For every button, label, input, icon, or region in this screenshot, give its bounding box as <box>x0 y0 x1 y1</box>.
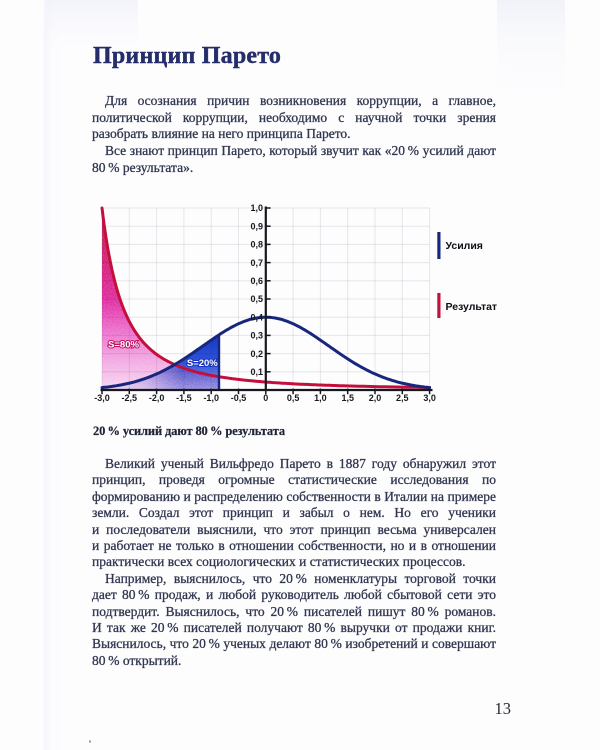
svg-text:-1,0: -1,0 <box>203 393 219 403</box>
svg-text:2,0: 2,0 <box>369 393 382 403</box>
svg-text:1,0: 1,0 <box>250 203 263 213</box>
svg-text:0,7: 0,7 <box>250 258 263 268</box>
svg-text:-1,5: -1,5 <box>176 393 192 403</box>
svg-text:1,5: 1,5 <box>341 393 354 403</box>
svg-text:3,0: 3,0 <box>423 393 436 403</box>
svg-text:0,9: 0,9 <box>250 221 263 231</box>
svg-text:0,8: 0,8 <box>250 240 263 250</box>
svg-text:0,4: 0,4 <box>250 312 263 322</box>
svg-text:Усилия: Усилия <box>446 240 483 252</box>
svg-text:S=20%: S=20% <box>187 358 218 369</box>
svg-text:S=80%: S=80% <box>108 340 139 351</box>
svg-text:-2,5: -2,5 <box>122 393 138 403</box>
svg-text:0,1: 0,1 <box>250 367 263 377</box>
svg-text:0,3: 0,3 <box>250 331 263 341</box>
svg-text:0,5: 0,5 <box>287 393 300 403</box>
svg-text:-3,0: -3,0 <box>94 393 110 403</box>
svg-text:-2,0: -2,0 <box>149 393 165 403</box>
svg-text:0,2: 0,2 <box>250 349 263 359</box>
svg-text:Результат: Результат <box>446 301 498 313</box>
svg-text:0: 0 <box>263 393 268 403</box>
svg-text:2,5: 2,5 <box>396 393 409 403</box>
svg-text:0,5: 0,5 <box>250 294 263 304</box>
svg-text:0,6: 0,6 <box>250 276 263 286</box>
svg-text:-0,5: -0,5 <box>231 393 247 403</box>
svg-text:1,0: 1,0 <box>314 393 327 403</box>
